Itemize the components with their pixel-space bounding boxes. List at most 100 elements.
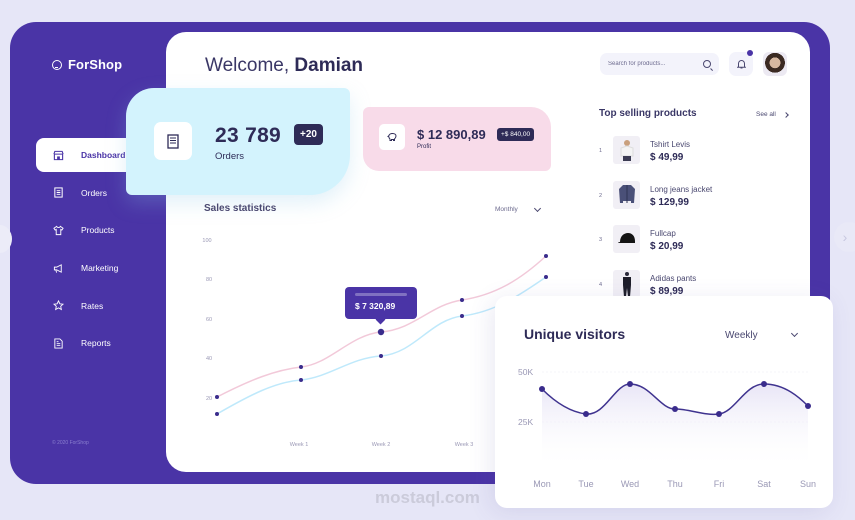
y-tick: 100 (202, 238, 211, 244)
x-tick: Fri (714, 479, 725, 489)
product-name: Tshirt Levis (650, 140, 691, 149)
x-tick: Sat (757, 479, 771, 489)
tooltip-value: $ 7 320,89 (355, 301, 396, 311)
x-tick: Tue (578, 479, 593, 489)
search-input[interactable] (608, 61, 703, 67)
product-price: $ 129,99 (650, 196, 689, 208)
receipt-icon (167, 133, 179, 149)
logo[interactable]: ForShop (52, 57, 122, 72)
product-rank: 3 (599, 237, 603, 243)
profit-value: $ 12 890,89 (417, 127, 486, 142)
chevron-down-icon (533, 204, 541, 212)
x-tick: Sun (800, 479, 816, 489)
product-rank: 2 (599, 192, 603, 199)
profit-icon-box (379, 124, 405, 150)
sidebar-item-label: Dashboard (81, 150, 126, 160)
notifications-button[interactable] (729, 52, 753, 76)
copyright: © 2020 ForShop (52, 440, 89, 446)
sales-line-chart: 100 80 60 40 20 Week 1 Week 2 Week 3 (202, 238, 548, 448)
product-row[interactable]: 2 Long jeans jacket $ 129,99 (596, 180, 796, 226)
y-tick: 40 (206, 356, 212, 362)
product-price: $ 20,99 (650, 241, 684, 252)
user-name: Damian (294, 55, 364, 76)
sidebar-item-marketing[interactable]: Marketing (36, 251, 186, 285)
greeting: Welcome, (205, 55, 290, 76)
logo-icon (52, 59, 62, 70)
x-tick: Mon (533, 479, 551, 489)
product-price: $ 89,99 (650, 285, 684, 297)
see-all-label: See all (756, 111, 776, 118)
star-icon (52, 300, 64, 312)
page-title: Welcome, Damian (205, 55, 363, 77)
tshirt-icon (52, 224, 64, 236)
orders-icon-box (154, 122, 192, 160)
product-rank: 4 (599, 281, 603, 288)
product-row[interactable]: 3 Fullcap $ 20,99 (596, 225, 796, 270)
next-slide-button[interactable]: › (834, 222, 855, 252)
sidebar-item-products[interactable]: Products (36, 213, 186, 247)
receipt-icon (52, 187, 64, 199)
product-thumbnail (613, 136, 640, 164)
sidebar-item-label: Rates (81, 300, 104, 311)
sales-period-dropdown[interactable]: Monthly (495, 204, 541, 213)
sidebar-item-label: Marketing (81, 263, 119, 274)
notification-dot (747, 50, 753, 56)
visitors-period-dropdown[interactable]: Weekly (717, 321, 809, 349)
logo-text: ForShop (68, 57, 123, 72)
jacket-image-icon (618, 184, 635, 203)
orders-stat-card[interactable]: 23 789 Orders +20 (126, 88, 350, 195)
x-tick: Thu (667, 479, 683, 489)
y-tick: 80 (206, 277, 212, 283)
store-icon (52, 149, 64, 161)
product-thumbnail (613, 269, 640, 298)
y-tick: 20 (206, 396, 212, 402)
cap-image-icon (617, 233, 635, 243)
profit-stat-card[interactable]: $ 12 890,89 Profit +$ 840,00 (363, 107, 551, 171)
sidebar-item-rates[interactable]: Rates (36, 289, 186, 323)
sidebar-item-label: Orders (81, 187, 107, 198)
x-tick: Wed (621, 479, 639, 489)
product-name: Adidas pants (650, 273, 697, 283)
chevron-right-icon (783, 111, 789, 118)
visitors-title: Unique visitors (524, 326, 626, 342)
sidebar-nav: Dashboard Orders Products Marketing Rate… (36, 138, 186, 364)
visitors-area-chart: 50K 25K Mon Tue Wed Thu Fri Sat Sun (518, 367, 816, 489)
product-row[interactable]: 4 Adidas pants $ 89,99 (596, 269, 796, 315)
see-all-link[interactable]: See all (756, 111, 789, 118)
x-tick: Week 3 (455, 442, 474, 448)
prev-slide-button[interactable] (0, 225, 12, 253)
sales-period-value: Monthly (495, 206, 518, 213)
sidebar-item-label: Reports (81, 338, 111, 349)
y-tick: 50K (518, 367, 533, 377)
search-box[interactable] (600, 53, 719, 75)
pants-image-icon (622, 271, 631, 297)
sidebar-item-label: Products (81, 225, 115, 236)
orders-label: Orders (215, 151, 245, 162)
x-tick: Week 2 (372, 442, 391, 448)
chevron-down-icon (790, 329, 799, 338)
visitors-period-value: Weekly (725, 329, 758, 341)
profit-label: Profit (417, 144, 432, 150)
product-row[interactable]: 1 Tshirt Levis $ 49,99 (596, 136, 796, 181)
sidebar-item-orders[interactable]: Orders (36, 176, 186, 210)
megaphone-icon (52, 262, 64, 274)
product-rank: 1 (599, 148, 603, 154)
top-selling-list: 1 Tshirt Levis $ 49,99 2 Long jeans jack… (596, 136, 796, 314)
product-thumbnail (613, 180, 640, 209)
unique-visitors-card: Unique visitors Weekly 50K 25K Mon Tue W… (495, 296, 833, 508)
product-name: Fullcap (650, 229, 676, 238)
watermark: mostaql.com (375, 488, 480, 507)
sidebar-item-reports[interactable]: Reports (36, 326, 186, 360)
avatar[interactable] (763, 52, 787, 76)
x-tick: Week 1 (290, 442, 309, 448)
y-tick: 25K (518, 417, 533, 427)
piggy-bank-icon (386, 132, 397, 141)
product-name: Long jeans jacket (650, 184, 713, 194)
sales-statistics-title: Sales statistics (204, 203, 277, 214)
tooltip-subtitle (355, 293, 407, 296)
bell-icon (736, 60, 746, 69)
product-price: $ 49,99 (650, 152, 684, 163)
search-icon[interactable] (703, 60, 711, 68)
document-icon (52, 337, 64, 349)
y-tick: 60 (206, 317, 212, 323)
